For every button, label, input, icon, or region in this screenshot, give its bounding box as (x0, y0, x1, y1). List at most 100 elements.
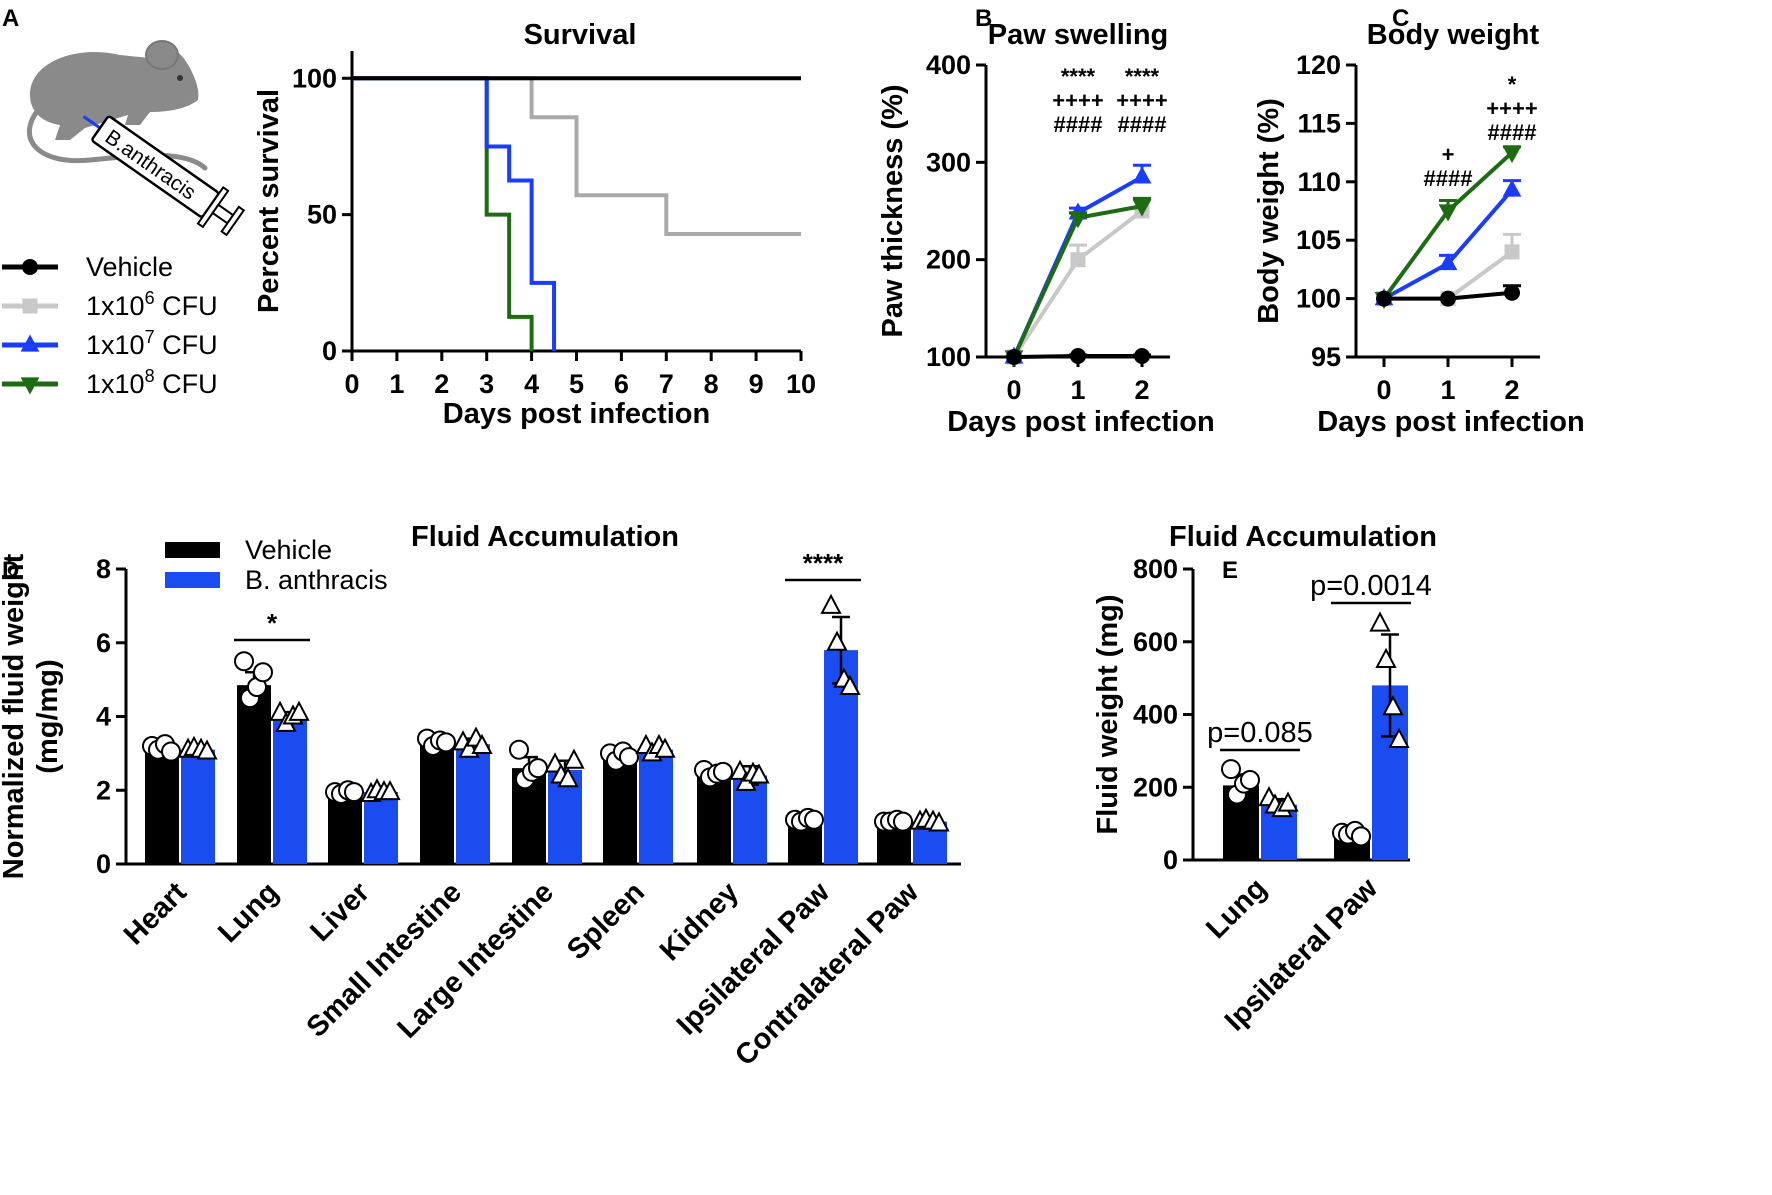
x-tick-label: 1 (1070, 375, 1085, 405)
data-point-vehicle (1221, 759, 1241, 780)
significance-label: #### (1054, 112, 1103, 137)
data-point-anthracis (563, 748, 585, 769)
data-point-vehicle (436, 732, 456, 753)
x-category-label: Ipsilateral Paw (671, 876, 836, 1041)
significance-label: p=0.0014 (1310, 570, 1432, 602)
data-point-vehicle (344, 782, 364, 803)
x-tick-label: 0 (1006, 375, 1021, 405)
y-axis-label: Percent survival (253, 89, 285, 313)
data-point-cfu7 (1132, 166, 1152, 184)
legend-label-cfu7: 1x107 CFU (86, 327, 218, 360)
chart-title: Fluid Accumulation (411, 521, 679, 553)
y-tick-label: 100 (1296, 284, 1341, 314)
mouse-tail (26, 107, 208, 171)
significance-label: #### (1118, 112, 1167, 137)
x-category-label: Lung (212, 876, 285, 949)
data-point-vehicle (234, 651, 254, 672)
data-point-anthracis (196, 739, 218, 760)
x-tick-label: 0 (344, 369, 359, 399)
mouse-body (30, 48, 199, 140)
data-point-cfu7 (1502, 179, 1522, 197)
significance-label: ++++ (1486, 96, 1537, 121)
legend-label-exp: 7 (145, 327, 155, 347)
bar-vehicle-spleen (603, 757, 637, 864)
panel-label-c: C (1392, 5, 1409, 32)
chart-fluid-normalized: 0 2 4 6 8 Fluid Accumulation Normalized fluid … (0, 521, 961, 1072)
data-point-cfu8 (1132, 199, 1152, 217)
data-point-vehicle (1351, 826, 1371, 847)
data-point-anthracis (654, 737, 676, 758)
y-axis-label: Paw thickness (%) (877, 84, 909, 337)
data-point-vehicle (1240, 769, 1260, 790)
legend-label-base: 1x10 (86, 291, 145, 321)
bar-vehicle-lung (237, 685, 271, 864)
y-tick-label: 300 (926, 147, 971, 177)
data-point-vehicle (1006, 349, 1022, 365)
y-tick-label: 600 (1133, 627, 1178, 657)
significance-label: #### (1488, 120, 1537, 145)
significance-label: **** (1125, 64, 1160, 89)
data-point-anthracis (1277, 791, 1299, 812)
bar-b_anthracis-spleen (639, 749, 673, 864)
x-category-label: Small Intestine (301, 876, 468, 1043)
y-tick-label: 400 (926, 50, 971, 80)
y-tick-label: 0 (322, 336, 337, 366)
data-point-vehicle (893, 811, 913, 832)
legend-marker-cfu6 (22, 298, 38, 314)
data-point-vehicle (619, 747, 639, 768)
data-point-anthracis (1375, 647, 1397, 668)
x-category-label: Kidney (654, 876, 745, 967)
legend-label-exp: 8 (145, 366, 155, 386)
x-tick-label: 6 (614, 369, 629, 399)
y-axis-label: Normalized fluid weight (0, 553, 30, 879)
y-tick-label: 400 (1133, 700, 1178, 730)
chart-paw-swelling: 100 200 300 400 0 1 2 Paw swelling Days post inf… (877, 19, 1215, 438)
y-tick-label: 200 (1133, 772, 1178, 802)
bar-b_anthracis-small-intestine (456, 744, 490, 864)
data-point-cfu8 (1502, 146, 1522, 164)
y-tick-label: 2 (96, 775, 111, 805)
legend-swatch-vehicle (165, 542, 220, 558)
significance-label: * (1508, 72, 1517, 97)
y-tick-label: 50 (307, 200, 337, 230)
y-tick-label: 120 (1296, 50, 1341, 80)
legend-label-base: 1x10 (86, 369, 145, 399)
bar-vehicle-small-intestine (420, 742, 454, 864)
x-axis-label: Days post infection (947, 406, 1215, 438)
mouse-ear (145, 40, 179, 70)
significance-label: #### (1424, 166, 1473, 191)
chart-title: Paw swelling (988, 19, 1169, 51)
y-tick-label: 0 (1163, 845, 1178, 875)
legend-swatch-b_anthracis (165, 572, 220, 588)
survival-line-cfu7 (352, 76, 557, 351)
legend-marker-vehicle (22, 259, 38, 275)
legend-marker-cfu8 (20, 377, 40, 395)
y-tick-label: 105 (1296, 225, 1341, 255)
bar-b_anthracis-heart (181, 749, 215, 864)
series-line-cfu6 (1012, 209, 1144, 359)
data-point-cfu6 (1070, 252, 1086, 268)
legend-label-exp: 6 (145, 288, 155, 308)
data-point-vehicle (804, 809, 824, 830)
data-point-anthracis (1382, 695, 1404, 716)
y-tick-label: 8 (96, 554, 111, 584)
significance-label: **** (1061, 64, 1096, 89)
legend-label-b_anthracis: B. anthracis (245, 565, 388, 595)
legend-label-vehicle: Vehicle (245, 535, 332, 565)
data-point-anthracis (379, 779, 401, 801)
x-category-label: Large Intestine (391, 876, 559, 1044)
chart-title: Body weight (1367, 19, 1540, 51)
x-tick-label: 2 (1134, 375, 1149, 405)
data-point-vehicle (713, 761, 733, 782)
legend-label-base: Vehicle (86, 252, 173, 282)
y-axis-label-unit: (mg/mg) (32, 659, 64, 773)
y-tick-label: 95 (1311, 342, 1341, 372)
data-point-anthracis (748, 763, 770, 784)
chart-title: Survival (524, 19, 637, 51)
x-tick-label: 2 (434, 369, 449, 399)
legend-label-cfu8: 1x108 CFU (86, 366, 218, 399)
data-point-vehicle (161, 741, 181, 762)
data-point-vehicle (528, 758, 548, 779)
